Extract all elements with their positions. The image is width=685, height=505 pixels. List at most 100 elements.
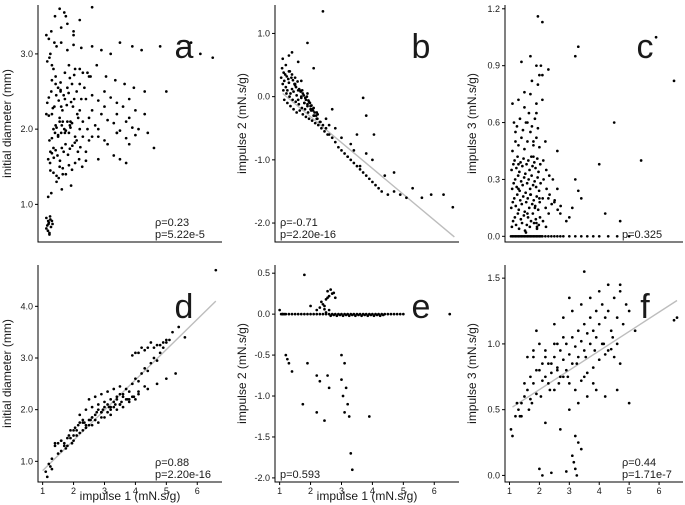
- panel-a-point: [55, 45, 58, 48]
- panel-b-point: [290, 76, 293, 80]
- panel-a-point: [83, 86, 86, 90]
- panel-b-point: [392, 171, 396, 174]
- panel-f-point: [675, 316, 679, 319]
- panel-c-point: [558, 212, 562, 215]
- panel-a-point: [58, 159, 62, 163]
- panel-e-point: [309, 312, 312, 316]
- panel-d-point: [75, 434, 79, 437]
- panel-b-point: [285, 92, 288, 95]
- panel-d-point: [78, 421, 82, 424]
- panel-a-point: [44, 227, 48, 230]
- panel-f-point: [573, 345, 577, 348]
- panel-f-point: [576, 355, 580, 359]
- panel-f-x-tick-label-0: 1: [507, 486, 512, 496]
- panel-b-point: [308, 101, 312, 105]
- panel-c-point: [541, 98, 544, 102]
- panel-f-point: [575, 474, 579, 477]
- panel-c-point: [528, 225, 532, 229]
- panel-c-point: [521, 164, 524, 168]
- panel-c-point: [639, 159, 643, 162]
- panel-d-point: [93, 413, 97, 417]
- panel-c-point: [515, 166, 518, 170]
- panel-c-point: [530, 202, 534, 206]
- panel-d-x-tick-label-3: 4: [133, 486, 138, 496]
- panel-d-point: [143, 385, 147, 388]
- panel-d-point: [100, 392, 103, 396]
- panel-b-point: [282, 98, 286, 102]
- panel-b-point: [281, 82, 285, 86]
- panel-e-x-axis-title: impulse 1 (mN.s/g): [317, 489, 418, 503]
- panel-b-point: [315, 111, 319, 114]
- panel-e-point: [448, 312, 452, 316]
- panel-a-point: [62, 11, 66, 14]
- panel-b-point: [358, 164, 362, 168]
- panel-f-x-tick-label-5: 6: [657, 486, 662, 496]
- panel-b-point: [330, 107, 334, 111]
- panel-e-point: [395, 312, 399, 316]
- panel-b-point: [282, 71, 286, 74]
- panel-f-point: [544, 349, 547, 352]
- panel-f-point: [567, 353, 571, 356]
- panel-f-point: [548, 388, 552, 392]
- panel-b-point: [281, 57, 285, 61]
- panel-a-point: [67, 131, 71, 135]
- panel-a-point: [69, 120, 72, 123]
- panel-a-point: [61, 166, 65, 170]
- panel-b-point: [306, 104, 309, 108]
- panel-b-point: [282, 79, 286, 83]
- panel-d-point: [158, 351, 162, 355]
- panel-b-point: [312, 66, 316, 70]
- panel-c-point: [517, 187, 520, 191]
- panel-c-y-tick-label-4: 1.2: [487, 4, 500, 14]
- panel-f-point: [556, 342, 559, 346]
- panel-c-point: [510, 187, 514, 191]
- panel-e-point: [287, 361, 291, 365]
- panel-d-point: [134, 397, 137, 401]
- panel-c-point: [535, 225, 539, 229]
- panel-a-point: [72, 33, 75, 37]
- panel-d-point: [83, 421, 86, 424]
- panel-b-point: [312, 106, 316, 110]
- panel-b-point: [279, 76, 283, 80]
- panel-b-point: [299, 95, 303, 98]
- panel-d-point: [100, 416, 103, 419]
- panel-a-point: [48, 56, 51, 60]
- panel-e-x-tick-label-3: 4: [370, 486, 375, 496]
- panel-b-point: [306, 92, 309, 95]
- panel-f-point: [527, 408, 531, 412]
- panel-f-point: [611, 335, 615, 339]
- panel-a-point: [54, 93, 58, 97]
- panel-d-point: [90, 423, 94, 427]
- panel-a-point: [112, 121, 116, 125]
- panel-b-point: [300, 106, 304, 110]
- panel-b-point: [355, 133, 359, 136]
- panel-c-point: [514, 223, 518, 227]
- panel-a-point: [134, 108, 137, 112]
- panel-c-point: [529, 54, 532, 58]
- panel-c-point: [516, 212, 520, 215]
- panel-e-point: [372, 314, 376, 318]
- panel-a-point: [72, 97, 76, 101]
- panel-d-point: [137, 392, 140, 396]
- panel-d-point: [66, 436, 69, 440]
- panel-a-point: [53, 14, 57, 18]
- panel-d-point: [143, 348, 147, 352]
- panel-e-point: [360, 314, 363, 318]
- panel-c-point: [519, 161, 522, 164]
- panel-b-point: [305, 95, 309, 98]
- panel-c-point: [538, 73, 541, 77]
- panel-c-point: [547, 68, 550, 71]
- panel-a-point: [49, 191, 53, 195]
- panel-c-point: [511, 200, 515, 204]
- panel-c-point: [627, 234, 631, 238]
- panel-d-x-tick-label-2: 3: [102, 486, 107, 496]
- panel-c-point: [603, 212, 607, 215]
- panel-d-point: [152, 346, 156, 350]
- panel-a-point: [121, 105, 125, 108]
- panel-e-point: [363, 313, 367, 317]
- panel-c-point: [564, 219, 568, 223]
- panel-c-point: [536, 176, 539, 179]
- panel-c-point: [511, 219, 515, 223]
- panel-d-letter: d: [175, 288, 194, 326]
- panel-a-point: [66, 48, 69, 52]
